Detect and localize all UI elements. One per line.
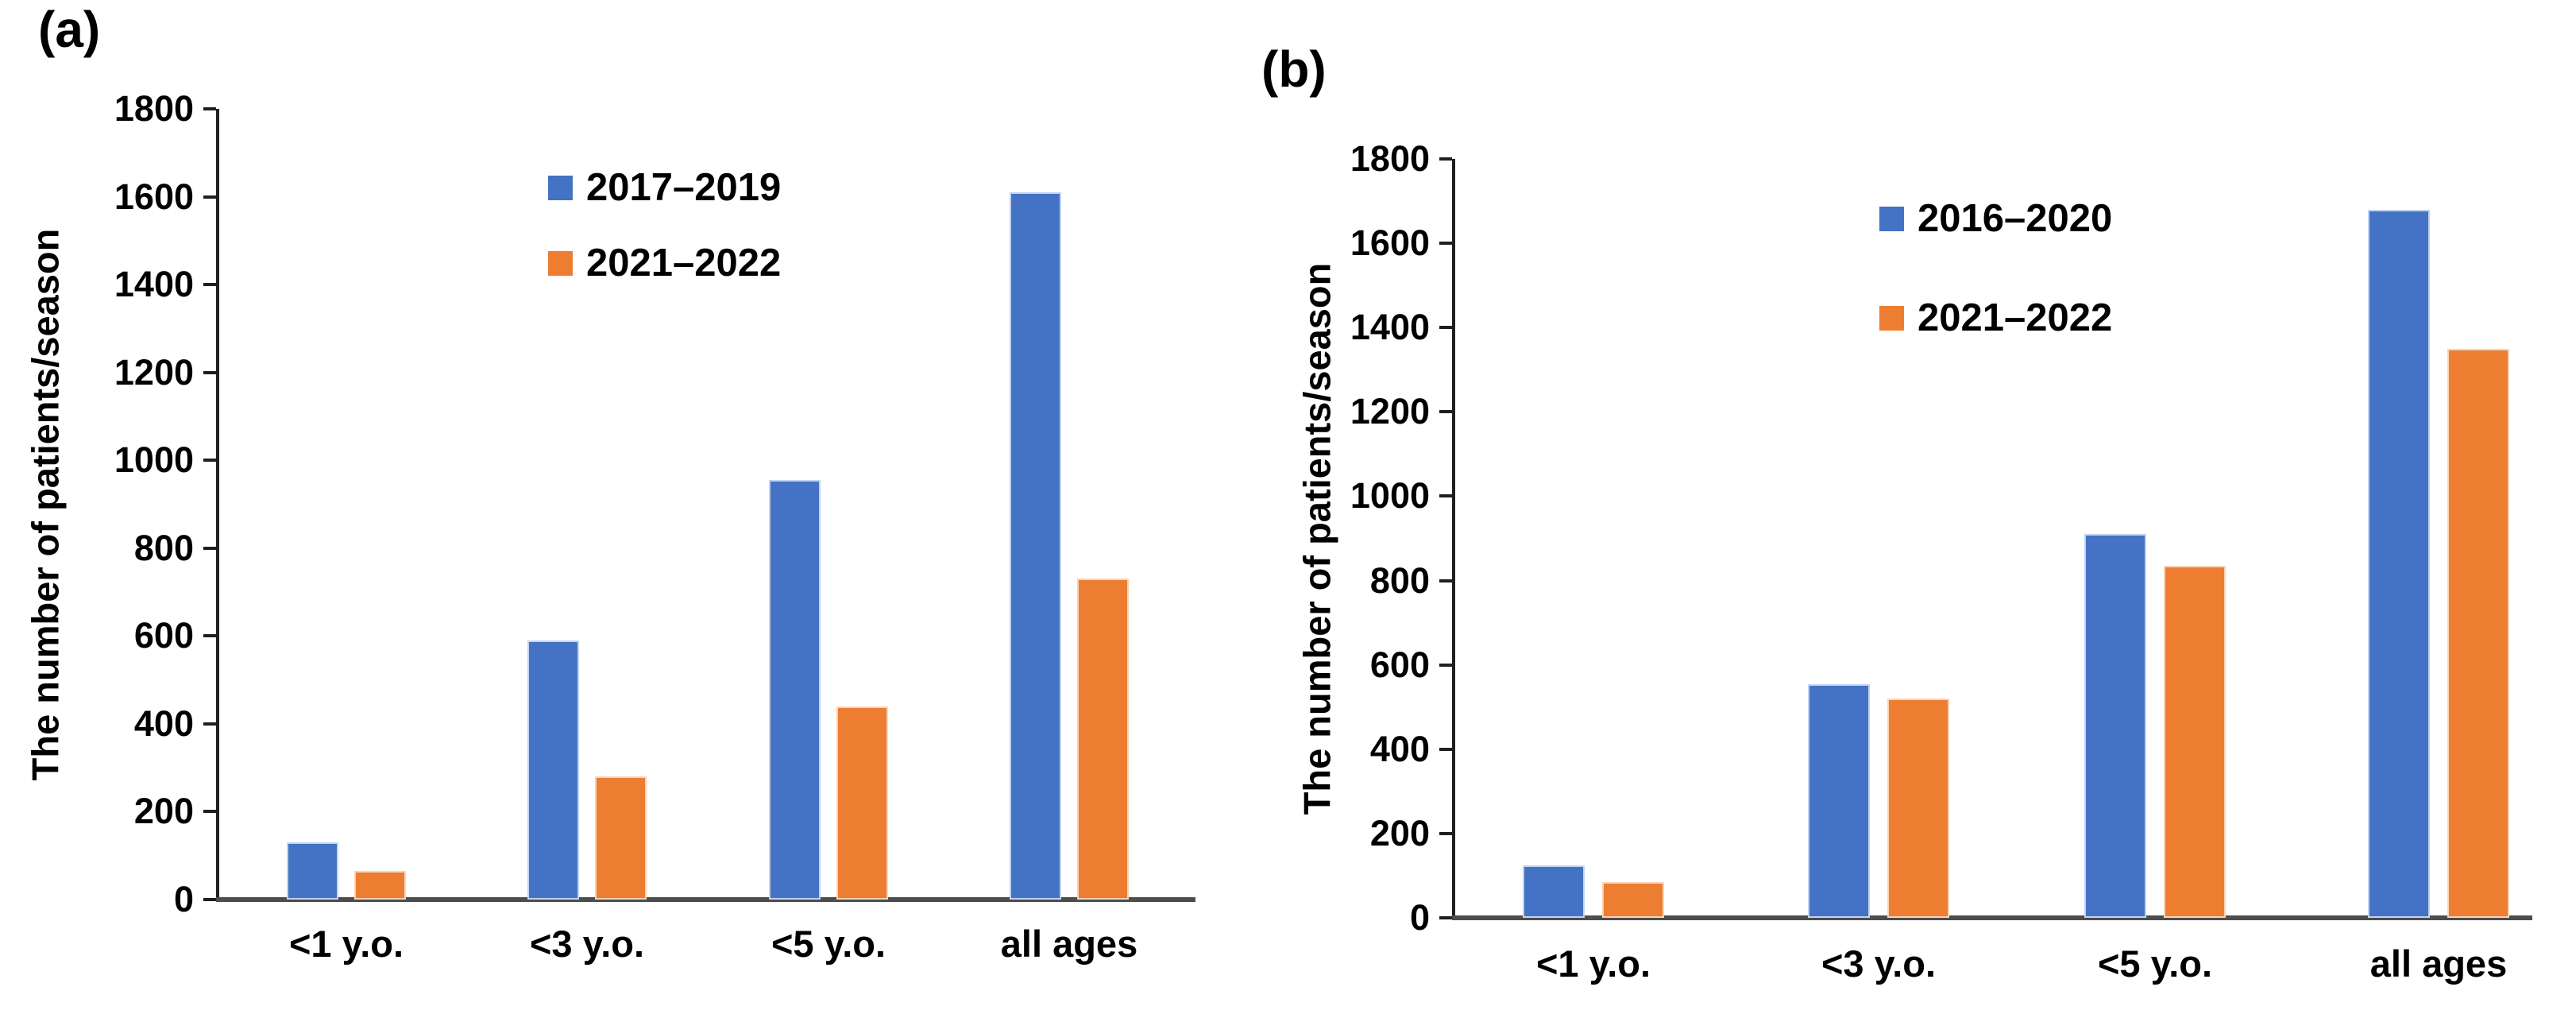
y-tick-mark [1439, 916, 1452, 919]
bar-<3 y.o.-2016–2020 [1808, 684, 1870, 918]
y-tick-label: 400 [1369, 728, 1430, 769]
y-tick-mark [1439, 663, 1452, 667]
y-tick-mark [1439, 747, 1452, 751]
y-tick-label: 1000 [114, 439, 194, 481]
y-tick-mark [1439, 410, 1452, 414]
y-tick-label: 800 [133, 527, 194, 568]
y-tick-mark [203, 195, 216, 199]
y-tick-mark [203, 370, 216, 374]
legend-label: 2017–2019 [586, 166, 782, 209]
y-tick-label: 1200 [1350, 391, 1430, 432]
bar-<3 y.o.-2021–2022 [1887, 699, 1949, 918]
y-tick-label: 1400 [114, 264, 194, 305]
bar-<1 y.o.-2021–2022 [1602, 882, 1664, 918]
y-tick-label: 200 [1369, 812, 1430, 853]
legend-item-b-2: 2021–2022 [1879, 296, 2112, 340]
legend-label: 2021–2022 [586, 242, 782, 284]
bar-all ages-2021–2022 [2447, 349, 2509, 918]
y-tick-label: 0 [1409, 897, 1430, 938]
y-tick-label: 1800 [114, 88, 194, 129]
bar-all ages-2016–2020 [2368, 210, 2430, 918]
x-category-label: <1 y.o. [1535, 942, 1651, 985]
bar-<5 y.o.-2017–2019 [769, 480, 821, 900]
y-tick-mark [203, 722, 216, 726]
y-tick-mark [203, 546, 216, 550]
y-tick-mark [1439, 242, 1452, 246]
legend-swatch-blue [548, 175, 573, 200]
y-tick-label: 1200 [114, 351, 194, 393]
y-tick-mark [203, 107, 216, 110]
y-tick-mark [1439, 579, 1452, 582]
x-category-label: <3 y.o. [529, 923, 645, 965]
legend-swatch-blue [1879, 206, 1904, 231]
bar-<3 y.o.-2021–2022 [595, 776, 647, 900]
legend-label: 2016–2020 [1918, 197, 2113, 240]
y-tick-label: 600 [133, 615, 194, 656]
y-tick-mark [1439, 326, 1452, 330]
bar-<1 y.o.-2021–2022 [354, 871, 406, 900]
legend-item-a-1: 2017–2019 [548, 165, 781, 210]
bar-<5 y.o.-2021–2022 [836, 706, 888, 900]
y-axis-line [1452, 159, 1455, 918]
y-tick-mark [203, 634, 216, 638]
x-axis-line [216, 897, 1195, 902]
y-tick-label: 1600 [1350, 223, 1430, 264]
x-category-label: <3 y.o. [1821, 942, 1937, 985]
legend-label: 2021–2022 [1918, 296, 2113, 339]
y-tick-mark [1439, 831, 1452, 835]
legend-item-b-1: 2016–2020 [1879, 196, 2112, 241]
legend-swatch-orange [1879, 305, 1904, 331]
bar-all ages-2021–2022 [1077, 579, 1129, 900]
y-tick-mark [203, 459, 216, 462]
x-category-label: all ages [1000, 923, 1138, 965]
y-tick-mark [203, 898, 216, 901]
y-tick-label: 200 [133, 791, 194, 832]
x-category-label: <1 y.o. [288, 923, 404, 965]
y-tick-mark [203, 810, 216, 814]
panel-label-b: (b) [1261, 41, 1327, 98]
y-axis-line [216, 109, 219, 900]
y-tick-mark [1439, 157, 1452, 161]
y-tick-mark [203, 283, 216, 287]
x-axis-line [1452, 915, 2532, 920]
y-tick-label: 1800 [1350, 138, 1430, 179]
panel-label-a: (a) [38, 1, 101, 58]
y-tick-label: 400 [133, 702, 194, 744]
x-category-label: <5 y.o. [2097, 942, 2213, 985]
y-tick-label: 1400 [1350, 307, 1430, 348]
x-category-label: <5 y.o. [770, 923, 886, 965]
bar-<5 y.o.-2021–2022 [2164, 566, 2226, 918]
y-tick-label: 0 [173, 879, 194, 919]
y-tick-label: 800 [1369, 559, 1430, 601]
y-tick-label: 600 [1369, 644, 1430, 685]
bar-<3 y.o.-2017–2019 [527, 641, 579, 900]
legend-swatch-orange [548, 250, 573, 276]
bar-<1 y.o.-2017–2019 [287, 842, 338, 900]
bar-<5 y.o.-2016–2020 [2084, 534, 2146, 918]
legend-item-a-2: 2021–2022 [548, 241, 781, 285]
y-tick-label: 1600 [114, 176, 194, 217]
bar-all ages-2017–2019 [1010, 192, 1061, 900]
x-category-label: all ages [2369, 942, 2508, 985]
y-tick-mark [1439, 494, 1452, 498]
bar-<1 y.o.-2016–2020 [1523, 865, 1585, 918]
y-tick-label: 1000 [1350, 475, 1430, 517]
